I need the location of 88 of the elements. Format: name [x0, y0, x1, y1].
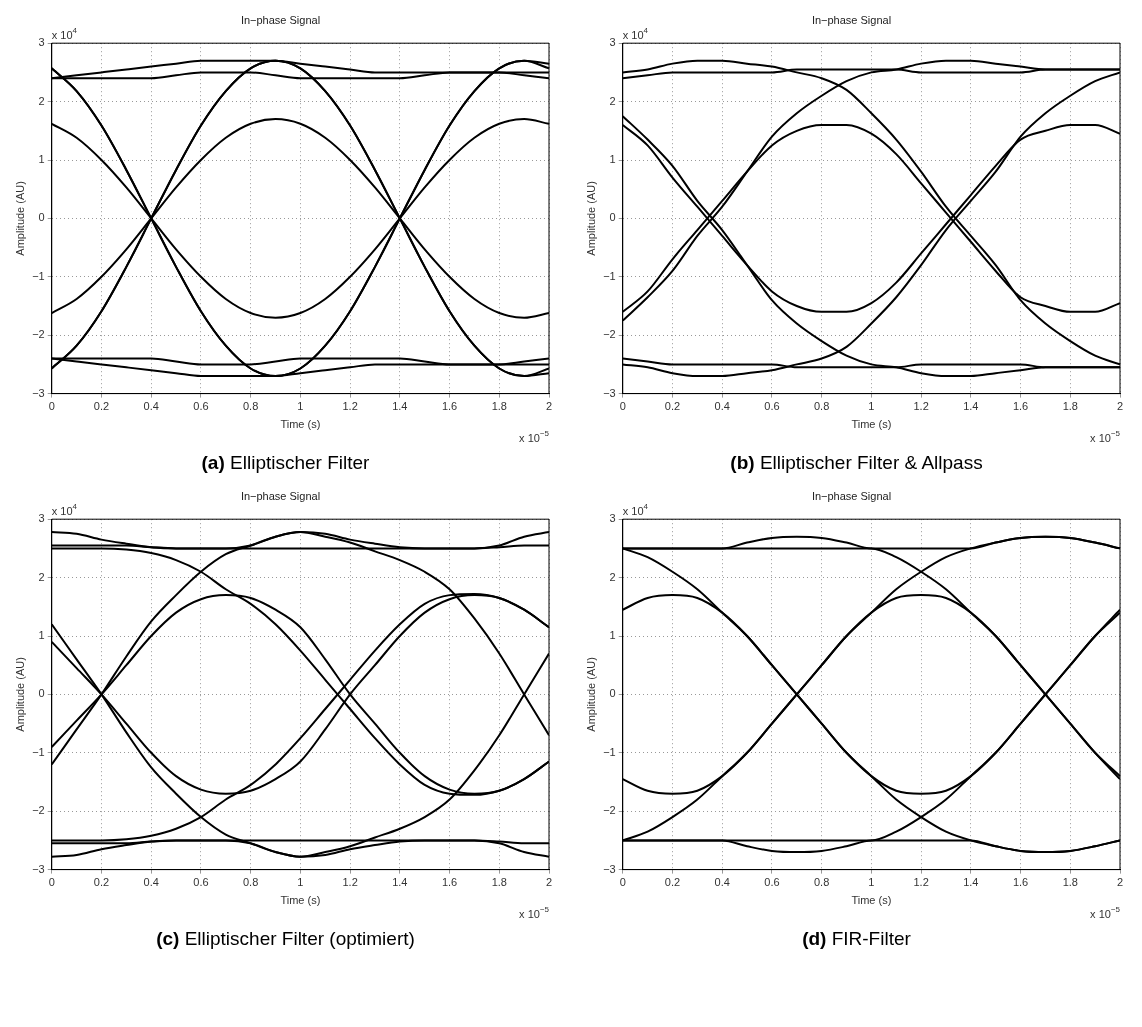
x-tick-label: 1.6	[441, 876, 458, 889]
chart-title: In−phase Signal	[240, 489, 321, 502]
x-tick-label: 2	[545, 400, 553, 413]
x-tick-label: 0.2	[664, 876, 681, 889]
y-tick-label: 0	[38, 211, 45, 224]
y-tick-label: 2	[609, 94, 616, 107]
text: (c) Elliptischer Filter (optimiert)	[156, 928, 415, 949]
x-tick-label: 1.6	[441, 400, 458, 413]
x-tick-label: 1.6	[1012, 400, 1029, 413]
y-tick-label: 0	[609, 211, 616, 224]
text: (b) Elliptischer Filter & Allpass	[730, 452, 983, 473]
y-axis-title: Amplitude (AU)	[13, 657, 26, 732]
y-tick-label: −1	[32, 745, 45, 758]
x-tick-label: 1	[297, 876, 304, 889]
x-tick-label: 0.2	[664, 400, 681, 413]
y-tick-label: 2	[38, 94, 45, 107]
y-tick-label: −2	[32, 328, 45, 341]
y-tick-label: −3	[32, 862, 45, 875]
x-tick-label: 0.6	[764, 400, 780, 413]
text: (d) FIR-Filter	[802, 928, 911, 949]
y-axis-title: Amplitude (AU)	[584, 181, 597, 256]
x-tick-label: 1.8	[491, 876, 507, 889]
y-axis-title: Amplitude (AU)	[13, 181, 26, 256]
y-tick-label: 3	[38, 512, 45, 525]
x-tick-label: 0.6	[193, 400, 209, 413]
x-tick-label: 0.8	[814, 400, 830, 413]
x-tick-label: 1.4	[963, 876, 979, 889]
y-tick-label: 0	[38, 687, 45, 700]
x-tick-label: 1.8	[1062, 400, 1078, 413]
x-tick-label: 0	[48, 400, 55, 413]
x-tick-label: 1.4	[963, 400, 979, 413]
y-tick-label: −3	[32, 386, 45, 399]
x-axis-title: Time (s)	[851, 418, 892, 431]
chart-title: In−phase Signal	[811, 13, 892, 26]
y-axis-title: Amplitude (AU)	[584, 657, 597, 732]
y-tick-label: 3	[609, 36, 616, 49]
x-tick-label: 1.2	[913, 876, 929, 889]
y-tick-label: 2	[38, 570, 45, 583]
x-tick-label: 1.2	[342, 400, 358, 413]
x-tick-label: 2	[545, 876, 553, 889]
x-tick-label: 0.4	[714, 876, 730, 889]
x-tick-label: 0.4	[143, 400, 159, 413]
x-tick-label: 1.6	[1012, 876, 1029, 889]
y-tick-label: 1	[609, 153, 616, 166]
y-tick-label: −1	[603, 745, 616, 758]
x-tick-label: 1.2	[913, 400, 929, 413]
chart-title: In−phase Signal	[240, 13, 321, 26]
x-tick-label: 1.2	[342, 876, 358, 889]
y-tick-label: −3	[603, 386, 616, 399]
x-tick-label: 0.2	[93, 400, 110, 413]
x-tick-label: 1	[868, 876, 875, 889]
x-tick-label: 1.4	[392, 876, 408, 889]
x-tick-label: 0.6	[193, 876, 209, 889]
text: (a) Elliptischer Filter	[201, 452, 370, 473]
y-tick-label: 3	[609, 512, 616, 525]
y-tick-label: −2	[603, 328, 616, 341]
y-tick-label: 0	[609, 687, 616, 700]
x-tick-label: 0	[619, 876, 626, 889]
x-tick-label: 0.8	[243, 400, 259, 413]
x-tick-label: 1	[297, 400, 304, 413]
x-tick-label: 1.8	[491, 400, 507, 413]
y-tick-label: 1	[38, 153, 45, 166]
chart-title: In−phase Signal	[811, 489, 892, 502]
x-tick-label: 0.8	[814, 876, 830, 889]
y-tick-label: −2	[603, 804, 616, 817]
y-tick-label: 1	[38, 629, 45, 642]
x-axis-title: Time (s)	[280, 894, 321, 907]
y-tick-label: −3	[603, 862, 616, 875]
x-tick-label: 0	[619, 400, 626, 413]
x-tick-label: 1.8	[1062, 876, 1078, 889]
x-axis-title: Time (s)	[851, 894, 892, 907]
x-tick-label: 2	[1116, 876, 1124, 889]
x-tick-label: 0.4	[143, 876, 159, 889]
x-tick-label: 0.4	[714, 400, 730, 413]
x-tick-label: 0.6	[764, 876, 780, 889]
y-tick-label: 2	[609, 570, 616, 583]
x-tick-label: 0.2	[93, 876, 110, 889]
y-tick-label: −2	[32, 804, 45, 817]
x-axis-title: Time (s)	[280, 418, 321, 431]
y-tick-label: 3	[38, 36, 45, 49]
x-tick-label: 1.4	[392, 400, 408, 413]
x-tick-label: 1	[868, 400, 875, 413]
x-tick-label: 0.8	[243, 876, 259, 889]
y-tick-label: −1	[32, 269, 45, 282]
x-tick-label: 0	[48, 876, 55, 889]
y-tick-label: −1	[603, 269, 616, 282]
x-tick-label: 2	[1116, 400, 1124, 413]
y-tick-label: 1	[609, 629, 616, 642]
